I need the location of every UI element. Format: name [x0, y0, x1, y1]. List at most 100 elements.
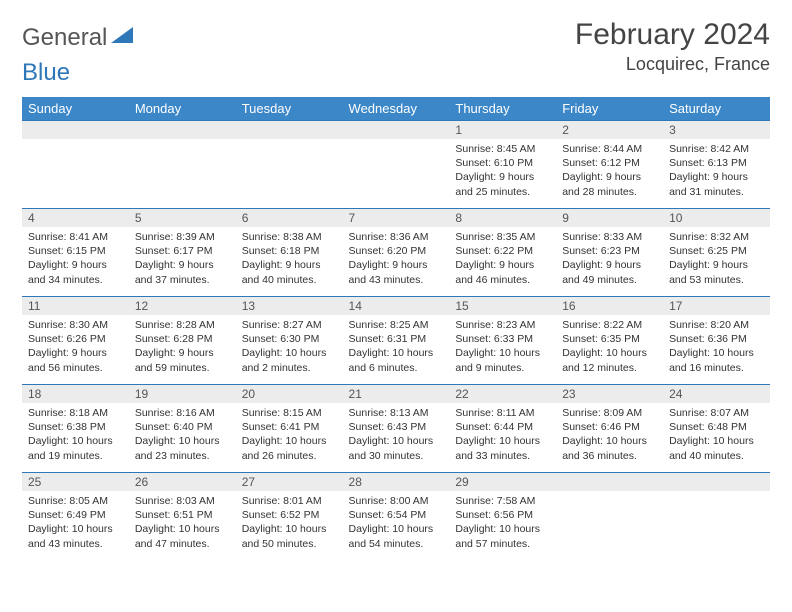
day-details: Sunrise: 8:30 AMSunset: 6:26 PMDaylight:… [22, 315, 129, 381]
day-number: 26 [129, 473, 236, 491]
sunrise-text: Sunrise: 8:09 AM [562, 406, 657, 420]
day-number: 22 [449, 385, 556, 403]
weekday-header: Friday [556, 97, 663, 121]
calendar-cell: 13Sunrise: 8:27 AMSunset: 6:30 PMDayligh… [236, 297, 343, 385]
sunrise-text: Sunrise: 8:22 AM [562, 318, 657, 332]
sunrise-text: Sunrise: 7:58 AM [455, 494, 550, 508]
daylight-text: Daylight: 10 hours and 57 minutes. [455, 522, 550, 550]
day-details: Sunrise: 8:18 AMSunset: 6:38 PMDaylight:… [22, 403, 129, 469]
day-details: Sunrise: 8:16 AMSunset: 6:40 PMDaylight:… [129, 403, 236, 469]
day-details [556, 491, 663, 551]
daylight-text: Daylight: 9 hours and 56 minutes. [28, 346, 123, 374]
sunrise-text: Sunrise: 8:13 AM [349, 406, 444, 420]
sunrise-text: Sunrise: 8:16 AM [135, 406, 230, 420]
day-number [663, 473, 770, 491]
day-number: 29 [449, 473, 556, 491]
sunset-text: Sunset: 6:33 PM [455, 332, 550, 346]
sunrise-text: Sunrise: 8:25 AM [349, 318, 444, 332]
day-number [236, 121, 343, 139]
daylight-text: Daylight: 10 hours and 12 minutes. [562, 346, 657, 374]
sunrise-text: Sunrise: 8:35 AM [455, 230, 550, 244]
calendar-cell: 1Sunrise: 8:45 AMSunset: 6:10 PMDaylight… [449, 121, 556, 209]
day-number [556, 473, 663, 491]
calendar-cell: 20Sunrise: 8:15 AMSunset: 6:41 PMDayligh… [236, 385, 343, 473]
calendar-cell: 28Sunrise: 8:00 AMSunset: 6:54 PMDayligh… [343, 473, 450, 561]
calendar-cell: 15Sunrise: 8:23 AMSunset: 6:33 PMDayligh… [449, 297, 556, 385]
calendar-cell: 17Sunrise: 8:20 AMSunset: 6:36 PMDayligh… [663, 297, 770, 385]
sunset-text: Sunset: 6:10 PM [455, 156, 550, 170]
day-number: 19 [129, 385, 236, 403]
day-details: Sunrise: 8:32 AMSunset: 6:25 PMDaylight:… [663, 227, 770, 293]
day-details: Sunrise: 8:20 AMSunset: 6:36 PMDaylight:… [663, 315, 770, 381]
daylight-text: Daylight: 9 hours and 49 minutes. [562, 258, 657, 286]
day-details: Sunrise: 8:38 AMSunset: 6:18 PMDaylight:… [236, 227, 343, 293]
day-details: Sunrise: 8:45 AMSunset: 6:10 PMDaylight:… [449, 139, 556, 205]
calendar-cell: 7Sunrise: 8:36 AMSunset: 6:20 PMDaylight… [343, 209, 450, 297]
calendar-cell: 3Sunrise: 8:42 AMSunset: 6:13 PMDaylight… [663, 121, 770, 209]
sunset-text: Sunset: 6:56 PM [455, 508, 550, 522]
sunset-text: Sunset: 6:52 PM [242, 508, 337, 522]
month-title: February 2024 [575, 18, 770, 52]
logo-text-general: General [22, 24, 107, 52]
sunrise-text: Sunrise: 8:44 AM [562, 142, 657, 156]
logo-triangle-icon [111, 24, 133, 52]
sunset-text: Sunset: 6:25 PM [669, 244, 764, 258]
sunset-text: Sunset: 6:26 PM [28, 332, 123, 346]
day-number: 28 [343, 473, 450, 491]
sunrise-text: Sunrise: 8:03 AM [135, 494, 230, 508]
calendar-week-row: 1Sunrise: 8:45 AMSunset: 6:10 PMDaylight… [22, 121, 770, 209]
sunset-text: Sunset: 6:31 PM [349, 332, 444, 346]
calendar-cell: 22Sunrise: 8:11 AMSunset: 6:44 PMDayligh… [449, 385, 556, 473]
day-number: 4 [22, 209, 129, 227]
calendar-week-row: 25Sunrise: 8:05 AMSunset: 6:49 PMDayligh… [22, 473, 770, 561]
weekday-header: Saturday [663, 97, 770, 121]
sunset-text: Sunset: 6:54 PM [349, 508, 444, 522]
sunrise-text: Sunrise: 8:33 AM [562, 230, 657, 244]
daylight-text: Daylight: 9 hours and 46 minutes. [455, 258, 550, 286]
day-number: 7 [343, 209, 450, 227]
sunset-text: Sunset: 6:44 PM [455, 420, 550, 434]
sunset-text: Sunset: 6:15 PM [28, 244, 123, 258]
calendar-cell: 26Sunrise: 8:03 AMSunset: 6:51 PMDayligh… [129, 473, 236, 561]
sunset-text: Sunset: 6:51 PM [135, 508, 230, 522]
calendar-cell: 27Sunrise: 8:01 AMSunset: 6:52 PMDayligh… [236, 473, 343, 561]
sunset-text: Sunset: 6:41 PM [242, 420, 337, 434]
sunset-text: Sunset: 6:46 PM [562, 420, 657, 434]
day-details: Sunrise: 8:28 AMSunset: 6:28 PMDaylight:… [129, 315, 236, 381]
day-details: Sunrise: 8:27 AMSunset: 6:30 PMDaylight:… [236, 315, 343, 381]
daylight-text: Daylight: 10 hours and 2 minutes. [242, 346, 337, 374]
calendar-cell: 12Sunrise: 8:28 AMSunset: 6:28 PMDayligh… [129, 297, 236, 385]
daylight-text: Daylight: 10 hours and 16 minutes. [669, 346, 764, 374]
calendar-cell: 16Sunrise: 8:22 AMSunset: 6:35 PMDayligh… [556, 297, 663, 385]
weekday-header: Sunday [22, 97, 129, 121]
day-details: Sunrise: 8:22 AMSunset: 6:35 PMDaylight:… [556, 315, 663, 381]
daylight-text: Daylight: 10 hours and 19 minutes. [28, 434, 123, 462]
daylight-text: Daylight: 10 hours and 33 minutes. [455, 434, 550, 462]
day-number: 25 [22, 473, 129, 491]
sunrise-text: Sunrise: 8:41 AM [28, 230, 123, 244]
day-details: Sunrise: 8:36 AMSunset: 6:20 PMDaylight:… [343, 227, 450, 293]
day-number: 1 [449, 121, 556, 139]
day-number: 17 [663, 297, 770, 315]
day-number: 8 [449, 209, 556, 227]
calendar-cell: 24Sunrise: 8:07 AMSunset: 6:48 PMDayligh… [663, 385, 770, 473]
weekday-header-row: Sunday Monday Tuesday Wednesday Thursday… [22, 97, 770, 121]
sunset-text: Sunset: 6:48 PM [669, 420, 764, 434]
sunrise-text: Sunrise: 8:27 AM [242, 318, 337, 332]
sunset-text: Sunset: 6:17 PM [135, 244, 230, 258]
day-details [22, 139, 129, 199]
weekday-header: Wednesday [343, 97, 450, 121]
daylight-text: Daylight: 9 hours and 40 minutes. [242, 258, 337, 286]
calendar-cell: 21Sunrise: 8:13 AMSunset: 6:43 PMDayligh… [343, 385, 450, 473]
sunset-text: Sunset: 6:12 PM [562, 156, 657, 170]
sunset-text: Sunset: 6:49 PM [28, 508, 123, 522]
calendar-week-row: 4Sunrise: 8:41 AMSunset: 6:15 PMDaylight… [22, 209, 770, 297]
day-number: 3 [663, 121, 770, 139]
sunset-text: Sunset: 6:23 PM [562, 244, 657, 258]
day-details: Sunrise: 8:41 AMSunset: 6:15 PMDaylight:… [22, 227, 129, 293]
weekday-header: Thursday [449, 97, 556, 121]
calendar-cell: 8Sunrise: 8:35 AMSunset: 6:22 PMDaylight… [449, 209, 556, 297]
daylight-text: Daylight: 9 hours and 34 minutes. [28, 258, 123, 286]
day-number: 5 [129, 209, 236, 227]
day-details [343, 139, 450, 199]
